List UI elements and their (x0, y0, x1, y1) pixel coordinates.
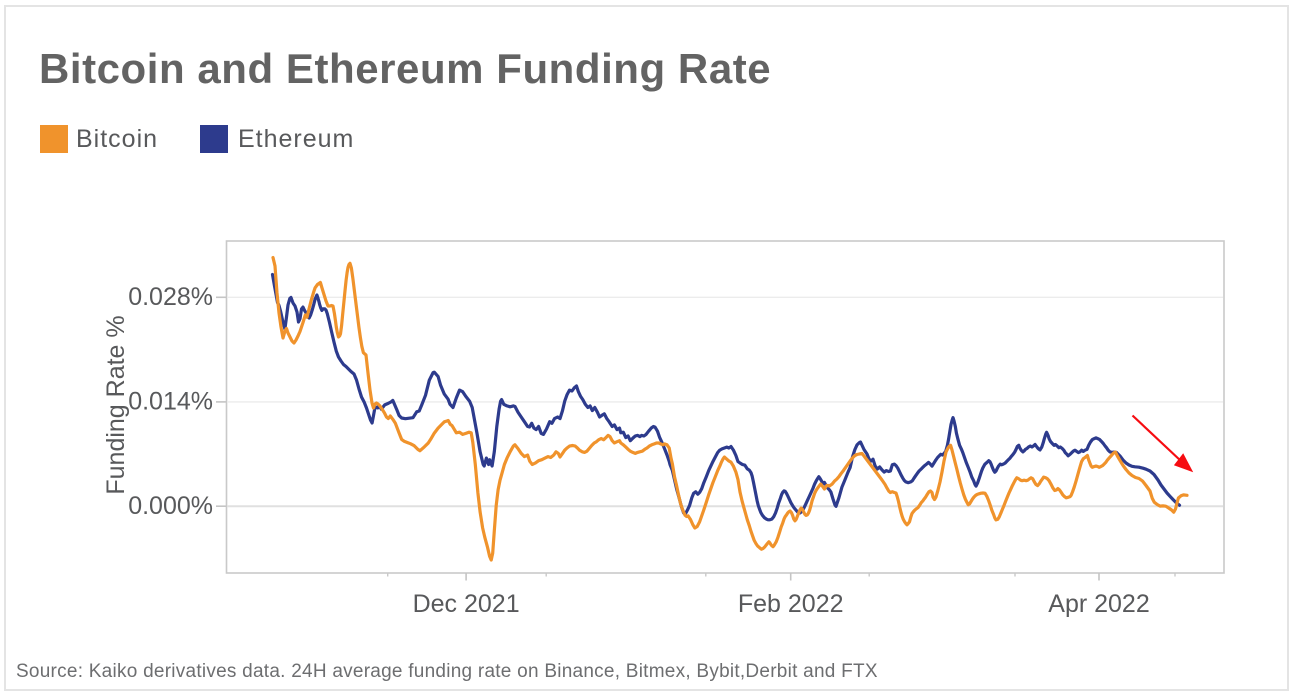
svg-text:0.028%: 0.028% (128, 283, 213, 311)
svg-text:Funding Rate %: Funding Rate % (102, 315, 130, 494)
svg-text:0.000%: 0.000% (128, 492, 213, 520)
svg-text:Feb 2022: Feb 2022 (738, 590, 844, 618)
svg-text:Apr 2022: Apr 2022 (1048, 590, 1149, 618)
svg-text:Dec 2021: Dec 2021 (413, 590, 520, 618)
svg-text:0.014%: 0.014% (128, 388, 213, 416)
